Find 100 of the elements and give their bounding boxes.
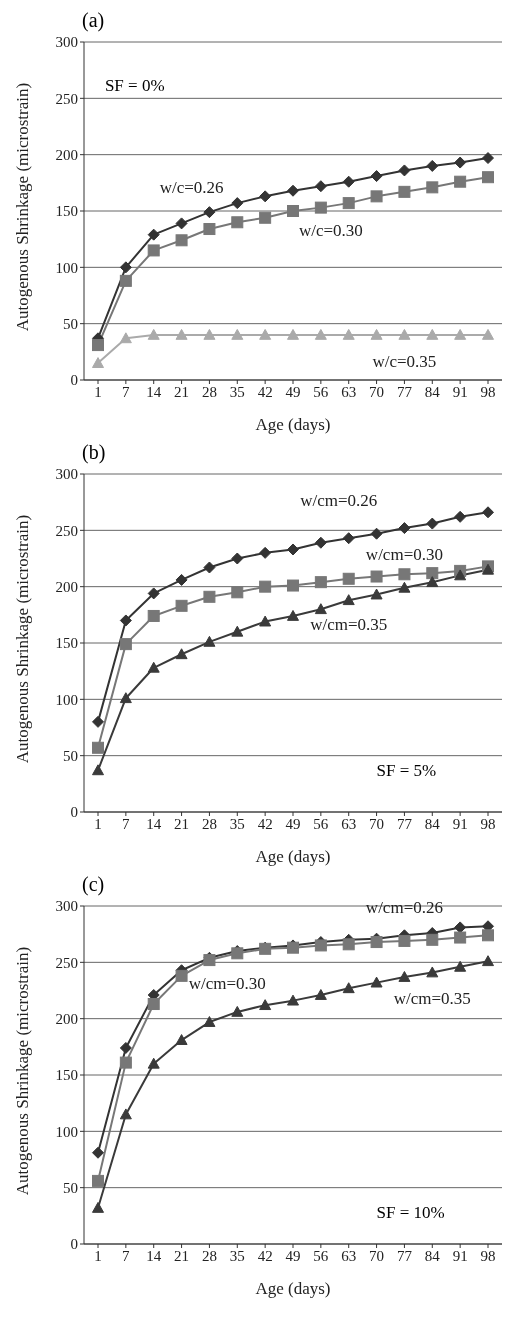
- point: [231, 328, 244, 340]
- point: [231, 586, 244, 599]
- x-tick-label: 21: [174, 815, 190, 832]
- y-tick-label: 100: [55, 691, 78, 708]
- y-tick-label: 50: [63, 747, 78, 764]
- x-tick-label: 7: [122, 815, 131, 832]
- point: [482, 328, 494, 340]
- chart-title: (c): [81, 872, 106, 896]
- y-axis-title: Autogenous Shrinkage (microstrain): [13, 82, 33, 332]
- point: [231, 1005, 244, 1017]
- point: [175, 217, 188, 230]
- x-tick-label: 35: [229, 1247, 245, 1264]
- y-tick-label: 150: [55, 635, 78, 652]
- chart-title: (b): [81, 440, 107, 464]
- point: [398, 164, 411, 177]
- point: [454, 931, 467, 944]
- point: [454, 156, 467, 169]
- x-tick-label: 21: [174, 1247, 190, 1264]
- point: [426, 966, 439, 978]
- point: [287, 328, 299, 340]
- point: [314, 328, 327, 340]
- annotation: SF = 0%: [104, 75, 165, 96]
- point: [203, 635, 216, 647]
- point: [175, 1034, 188, 1045]
- point: [482, 171, 494, 184]
- y-axis-title: Autogenous Shrinkage (microstrain): [13, 514, 33, 764]
- y-tick-label: 200: [55, 578, 78, 595]
- x-tick-label: 91: [452, 815, 468, 832]
- y-tick-label: 150: [55, 1067, 78, 1084]
- y-tick-label: 250: [55, 954, 78, 971]
- x-tick-label: 84: [424, 383, 441, 400]
- point: [370, 936, 383, 949]
- point: [231, 216, 244, 229]
- x-tick-label: 1: [94, 1247, 102, 1264]
- point: [342, 532, 355, 545]
- y-tick-label: 0: [70, 372, 78, 389]
- x-tick-label: 28: [201, 815, 217, 832]
- x-tick-label: 7: [122, 1247, 131, 1264]
- point: [287, 994, 299, 1006]
- x-tick-label: 49: [285, 815, 301, 832]
- point: [370, 328, 383, 340]
- point: [370, 527, 383, 540]
- chart-title: (a): [81, 8, 106, 32]
- point: [482, 152, 494, 165]
- y-tick-label: 250: [55, 522, 78, 539]
- x-tick-label: 77: [396, 815, 413, 832]
- point: [314, 201, 327, 214]
- y-tick-label: 200: [55, 1010, 78, 1027]
- point: [314, 576, 327, 589]
- point: [119, 1108, 132, 1120]
- point: [92, 741, 104, 754]
- y-tick-label: 300: [55, 34, 78, 51]
- point: [426, 567, 439, 580]
- series-label: w/cm=0.26: [365, 898, 443, 918]
- point: [454, 960, 467, 972]
- y-tick-label: 200: [55, 146, 78, 163]
- point: [259, 580, 272, 593]
- x-tick-label: 70: [369, 383, 385, 400]
- point: [314, 180, 327, 193]
- point: [426, 576, 439, 588]
- y-tick-label: 300: [55, 898, 78, 915]
- x-tick-label: 77: [396, 383, 413, 400]
- x-tick-label: 84: [424, 1247, 441, 1264]
- point: [398, 970, 411, 982]
- y-tick-label: 250: [55, 90, 78, 107]
- x-tick-label: 35: [229, 383, 245, 400]
- point: [231, 552, 244, 565]
- x-tick-label: 14: [146, 383, 162, 400]
- point: [203, 1016, 216, 1027]
- point: [119, 692, 132, 704]
- point: [342, 572, 355, 585]
- point: [482, 955, 494, 967]
- x-tick-label: 77: [396, 1247, 413, 1264]
- y-tick-label: 150: [55, 203, 78, 220]
- y-tick-label: 300: [55, 466, 78, 483]
- point: [119, 332, 132, 344]
- x-axis-title: Age (days): [255, 415, 331, 434]
- y-tick-label: 100: [55, 259, 78, 276]
- point: [398, 581, 411, 593]
- point: [342, 938, 355, 951]
- point: [287, 184, 299, 197]
- point: [119, 261, 132, 274]
- point: [454, 175, 467, 188]
- point: [175, 234, 188, 247]
- x-tick-label: 98: [480, 815, 496, 832]
- point: [259, 546, 272, 559]
- point: [370, 976, 383, 988]
- point: [259, 211, 272, 224]
- point: [454, 510, 467, 523]
- point: [482, 929, 494, 942]
- point: [175, 328, 188, 340]
- x-tick-label: 7: [122, 383, 131, 400]
- series-label: w/c=0.26: [159, 178, 224, 198]
- point: [454, 569, 467, 581]
- x-tick-label: 35: [229, 815, 245, 832]
- series-label: w/c=0.35: [372, 351, 437, 371]
- point: [147, 228, 160, 241]
- x-tick-label: 63: [341, 1247, 357, 1264]
- point: [370, 170, 383, 183]
- point: [231, 197, 244, 210]
